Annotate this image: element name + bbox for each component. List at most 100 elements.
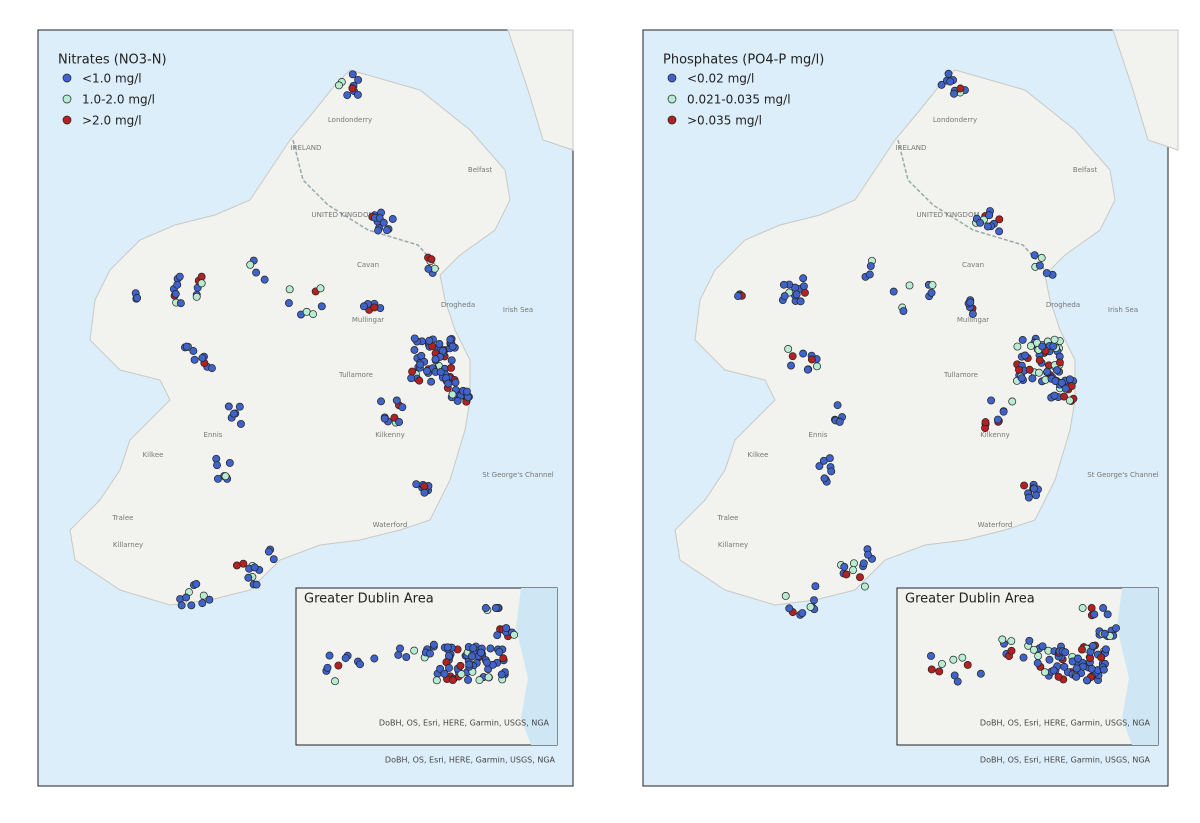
sample-site xyxy=(1100,629,1109,638)
sample-site xyxy=(497,670,506,679)
sample-site xyxy=(410,646,419,655)
sample-site xyxy=(395,418,404,426)
attribution: DoBH, OS, Esri, HERE, Garmin, USGS, NGA xyxy=(980,756,1151,765)
sample-site xyxy=(995,215,1004,224)
sample-site xyxy=(382,226,391,235)
place-label: Irish Sea xyxy=(1108,306,1138,314)
sample-site xyxy=(1078,645,1086,654)
sample-site xyxy=(317,302,326,311)
sample-site xyxy=(1035,261,1044,270)
sample-site xyxy=(353,90,362,99)
sample-site xyxy=(1052,366,1061,375)
sample-site xyxy=(1054,672,1063,681)
inset: Greater Dublin Area DoBH, OS, Esri, HERE,… xyxy=(896,587,1159,746)
sample-site xyxy=(370,654,379,663)
sample-site xyxy=(467,652,476,661)
sample-site xyxy=(388,215,397,223)
sample-site xyxy=(785,604,794,613)
sample-site xyxy=(343,91,352,100)
sample-site xyxy=(1025,365,1034,374)
sample-site xyxy=(1045,655,1054,664)
sample-site xyxy=(192,580,201,588)
sample-site xyxy=(379,218,388,227)
sample-site xyxy=(1020,481,1029,490)
sample-site xyxy=(199,591,208,600)
sample-site xyxy=(1065,375,1074,384)
sample-site xyxy=(866,262,875,270)
sample-site xyxy=(813,362,821,371)
sample-site xyxy=(1037,253,1046,262)
sample-site xyxy=(860,582,869,591)
inset-attribution: DoBH, OS, Esri, HERE, Garmin, USGS, NGA xyxy=(980,719,1151,728)
sample-site xyxy=(225,458,234,467)
sample-site xyxy=(1049,342,1058,351)
sample-site xyxy=(935,667,944,676)
sample-site xyxy=(484,673,493,682)
place-label: Belfast xyxy=(468,166,492,174)
place-label: Tralee xyxy=(717,514,739,522)
sample-site xyxy=(427,377,436,386)
sample-site xyxy=(208,364,216,373)
sample-site xyxy=(309,310,318,319)
sample-site xyxy=(394,651,403,659)
legend-label: 1.0-2.0 mg/l xyxy=(82,93,155,107)
sample-site xyxy=(451,378,460,387)
place-label: Kilkee xyxy=(748,451,769,459)
sample-site xyxy=(999,407,1008,416)
ireland-land xyxy=(674,69,1116,606)
sample-site xyxy=(198,353,207,362)
sample-site xyxy=(787,361,795,370)
sample-site xyxy=(1013,342,1022,351)
sample-site xyxy=(987,396,996,405)
sample-site xyxy=(475,676,484,685)
sample-site xyxy=(374,226,383,235)
sample-site xyxy=(899,307,908,315)
sample-site xyxy=(889,287,898,296)
sample-site xyxy=(457,670,466,679)
sample-site xyxy=(448,676,457,685)
sample-site xyxy=(1033,659,1042,667)
sample-site xyxy=(966,298,975,307)
place-label: Waterford xyxy=(373,521,408,529)
sample-site xyxy=(1018,335,1027,344)
legend-label: <0.02 mg/l xyxy=(687,72,754,86)
sample-site xyxy=(796,297,805,306)
sample-site xyxy=(177,601,186,610)
sample-site xyxy=(491,604,500,612)
sample-site xyxy=(1038,342,1047,351)
legend-label: >0.035 mg/l xyxy=(687,114,762,128)
sample-site xyxy=(781,592,790,600)
sample-site xyxy=(493,631,502,640)
sample-site xyxy=(197,279,206,288)
sample-site xyxy=(1103,610,1112,619)
sample-site xyxy=(446,335,455,344)
sample-site xyxy=(356,660,364,669)
sample-site xyxy=(436,664,445,673)
sample-site xyxy=(432,676,441,685)
border xyxy=(292,139,441,271)
inset-title: Greater Dublin Area xyxy=(304,592,434,607)
sample-site xyxy=(246,260,255,269)
sample-site xyxy=(810,596,818,605)
sample-site xyxy=(510,630,519,639)
sample-site xyxy=(440,669,449,678)
sample-site xyxy=(175,272,184,281)
sample-site xyxy=(1007,637,1016,645)
sample-site xyxy=(377,397,385,406)
sample-site xyxy=(448,390,457,399)
sample-site xyxy=(1019,653,1028,662)
place-label: Irish Sea xyxy=(503,306,533,314)
sample-site xyxy=(410,346,419,354)
place-label: Ennis xyxy=(204,431,223,439)
sample-site xyxy=(927,652,935,660)
sample-site xyxy=(949,655,958,664)
sample-site xyxy=(481,604,490,612)
sample-site xyxy=(905,281,914,290)
sample-site xyxy=(396,644,404,653)
place-label: Waterford xyxy=(978,521,1013,529)
sample-site xyxy=(1034,652,1043,660)
sample-site xyxy=(1040,668,1049,677)
sample-site xyxy=(953,677,962,686)
sample-site xyxy=(1087,664,1096,673)
sample-site xyxy=(963,661,972,669)
